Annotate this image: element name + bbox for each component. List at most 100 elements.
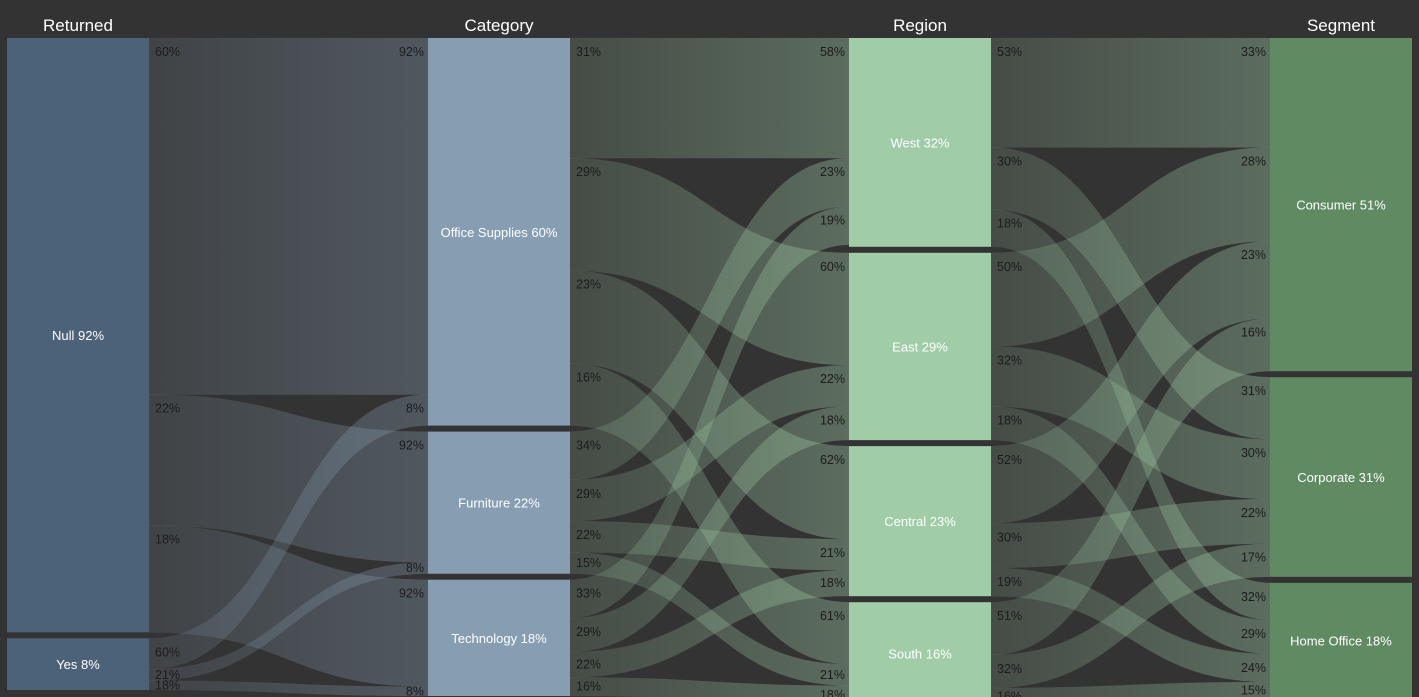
node-label-south: South 16% <box>888 646 952 661</box>
link-out-label-null-office: 60% <box>155 45 180 59</box>
link-out-label-west-consumer: 53% <box>997 45 1022 59</box>
link-in-label-furniture-east: 22% <box>820 372 845 386</box>
link-out-label-technology-central: 22% <box>576 658 601 672</box>
link-in-label-central-homeoffice: 24% <box>1241 661 1266 675</box>
node-label-homeoffice: Home Office 18% <box>1290 634 1392 649</box>
link-out-label-technology-south: 16% <box>576 680 601 694</box>
link-in-label-central-corporate: 22% <box>1241 506 1266 520</box>
node-west[interactable] <box>849 38 991 247</box>
stage-title-segment: Segment <box>1307 16 1375 35</box>
link-in-label-yes-office: 8% <box>406 402 424 416</box>
link-in-label-office-east: 60% <box>820 260 845 274</box>
link-out-label-null-furniture: 22% <box>155 402 180 416</box>
link-out-label-yes-furniture: 21% <box>155 668 180 682</box>
link-out-label-office-west: 31% <box>576 45 601 59</box>
link-out-label-central-homeoffice: 19% <box>997 575 1022 589</box>
stage-title-returned: Returned <box>43 16 113 35</box>
link-out-label-furniture-south: 15% <box>576 556 601 570</box>
link-technology-to-south <box>569 677 850 697</box>
link-in-label-south-corporate: 17% <box>1241 551 1266 565</box>
link-in-label-east-homeoffice: 29% <box>1241 627 1266 641</box>
node-label-east: East 29% <box>892 339 948 354</box>
link-in-label-technology-south: 18% <box>820 688 845 697</box>
link-layer <box>148 37 1271 697</box>
link-in-label-technology-central: 18% <box>820 576 845 590</box>
link-in-label-east-consumer: 28% <box>1241 155 1266 169</box>
link-out-label-east-consumer: 50% <box>997 260 1022 274</box>
link-out-label-technology-east: 29% <box>576 625 601 639</box>
link-in-label-west-consumer: 33% <box>1241 45 1266 59</box>
link-out-label-west-homeoffice: 18% <box>997 217 1022 231</box>
link-out-label-technology-west: 33% <box>576 587 601 601</box>
link-in-label-office-south: 61% <box>820 609 845 623</box>
stage-title-category: Category <box>465 16 534 35</box>
link-out-label-east-homeoffice: 18% <box>997 413 1022 427</box>
node-label-null: Null 92% <box>52 328 104 343</box>
link-west-to-consumer <box>990 37 1271 148</box>
link-out-label-furniture-east: 29% <box>576 487 601 501</box>
link-in-label-central-consumer: 23% <box>1241 248 1266 262</box>
link-out-label-south-consumer: 51% <box>997 609 1022 623</box>
node-label-office: Office Supplies 60% <box>441 225 558 240</box>
node-yes[interactable] <box>7 638 149 690</box>
link-in-label-south-consumer: 16% <box>1241 325 1266 339</box>
link-in-label-office-west: 58% <box>820 45 845 59</box>
link-out-label-central-consumer: 52% <box>997 453 1022 467</box>
link-in-label-west-homeoffice: 32% <box>1241 590 1266 604</box>
link-out-label-null-technology: 18% <box>155 532 180 546</box>
link-in-label-office-central: 62% <box>820 453 845 467</box>
link-in-label-null-furniture: 92% <box>399 439 424 453</box>
node-label-west: West 32% <box>890 135 949 150</box>
link-in-label-east-corporate: 30% <box>1241 446 1266 460</box>
link-south-to-consumer <box>990 318 1271 656</box>
link-in-label-south-homeoffice: 15% <box>1241 683 1266 697</box>
node-label-technology: Technology 18% <box>451 631 547 646</box>
link-in-label-null-office: 92% <box>399 45 424 59</box>
node-south[interactable] <box>849 602 991 697</box>
link-out-label-yes-office: 60% <box>155 645 180 659</box>
link-south-to-homeoffice <box>990 681 1271 697</box>
link-out-label-office-south: 16% <box>576 371 601 385</box>
link-in-label-furniture-south: 21% <box>820 668 845 682</box>
node-technology[interactable] <box>428 579 570 696</box>
link-out-label-east-corporate: 32% <box>997 353 1022 367</box>
link-in-label-yes-technology: 8% <box>406 684 424 697</box>
node-office[interactable] <box>428 38 570 426</box>
link-out-label-south-corporate: 32% <box>997 662 1022 676</box>
link-out-label-south-homeoffice: 16% <box>997 689 1022 697</box>
node-corporate[interactable] <box>1270 377 1412 577</box>
node-label-consumer: Consumer 51% <box>1296 198 1386 213</box>
link-in-label-west-corporate: 31% <box>1241 384 1266 398</box>
node-label-yes: Yes 8% <box>56 657 100 672</box>
link-in-label-null-technology: 92% <box>399 587 424 601</box>
link-in-label-furniture-west: 23% <box>820 165 845 179</box>
link-out-label-central-corporate: 30% <box>997 530 1022 544</box>
node-furniture[interactable] <box>428 431 570 574</box>
node-label-central: Central 23% <box>884 514 956 529</box>
link-in-label-furniture-central: 21% <box>820 546 845 560</box>
link-out-label-furniture-west: 34% <box>576 439 601 453</box>
stage-title-region: Region <box>893 16 947 35</box>
node-homeoffice[interactable] <box>1270 582 1412 697</box>
link-office-to-west <box>569 37 850 159</box>
node-label-corporate: Corporate 31% <box>1297 470 1385 485</box>
link-out-label-yes-technology: 18% <box>155 678 180 692</box>
link-out-label-office-central: 23% <box>576 278 601 292</box>
node-consumer[interactable] <box>1270 38 1412 372</box>
node-central[interactable] <box>849 446 991 597</box>
link-out-label-office-east: 29% <box>576 165 601 179</box>
link-out-label-west-corporate: 30% <box>997 155 1022 169</box>
link-in-label-technology-west: 19% <box>820 213 845 227</box>
node-label-furniture: Furniture 22% <box>458 496 540 511</box>
link-out-label-furniture-central: 22% <box>576 528 601 542</box>
link-south-to-corporate <box>990 543 1271 689</box>
link-label-layer: 60% 92% 22% 92% 18% 92% 60% 8% 21% 8% 18% 8% 31% 58% 2… <box>155 45 1266 697</box>
link-null-to-office <box>148 37 429 395</box>
link-in-label-technology-east: 18% <box>820 413 845 427</box>
node-null[interactable] <box>7 38 149 633</box>
node-east[interactable] <box>849 252 991 441</box>
node-layer: Returned Null 92% Yes 8% Category Office Sup… <box>7 16 1412 697</box>
link-in-label-yes-furniture: 8% <box>406 561 424 575</box>
